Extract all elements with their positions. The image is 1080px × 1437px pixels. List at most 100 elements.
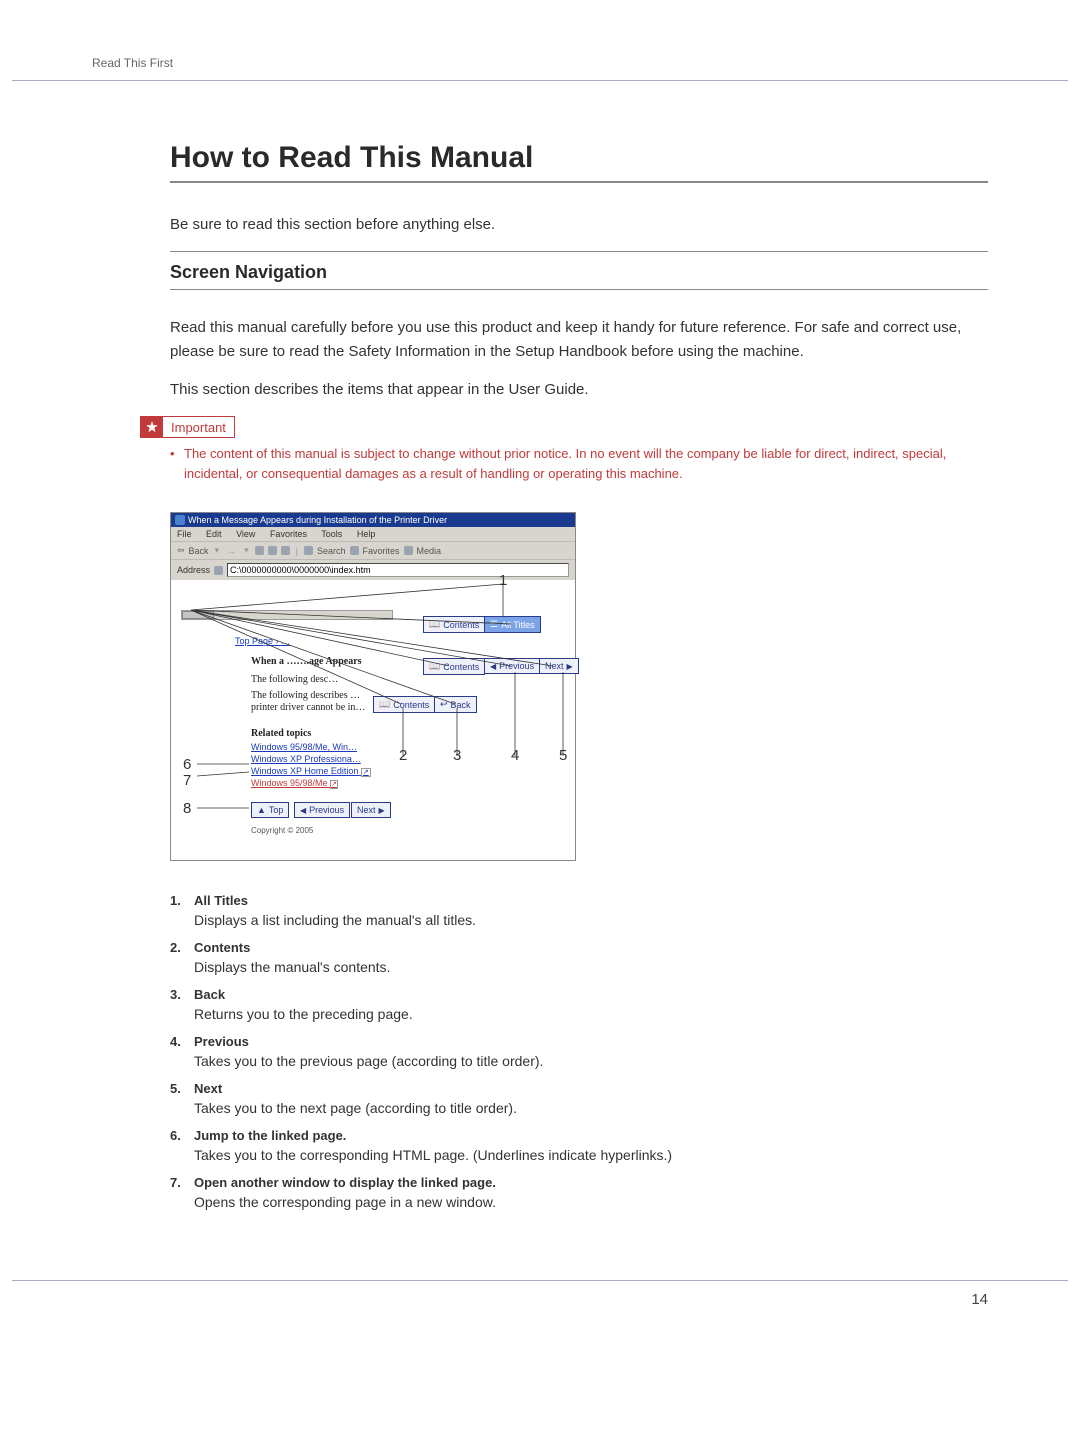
triangle-left-icon: ◀ <box>490 662 496 671</box>
contents-button-mid[interactable]: 📖 Contents <box>423 658 485 675</box>
callout-3: 3 <box>453 747 461 764</box>
desc: Takes you to the next page (according to… <box>194 1100 988 1116</box>
important-note: The content of this manual is subject to… <box>170 444 988 484</box>
triangle-right-icon: ▶ <box>379 806 385 815</box>
refresh-icon[interactable] <box>268 546 277 555</box>
favorites-icon[interactable] <box>350 546 359 555</box>
desc: Displays the manual's contents. <box>194 959 988 975</box>
doc-line-1: The following desc… <box>251 674 338 685</box>
list-item: Jump to the linked page. Takes you to th… <box>194 1128 988 1163</box>
return-icon: ↩ <box>440 699 448 710</box>
back-icon[interactable]: ⇦ <box>177 545 185 556</box>
desc: Returns you to the preceding page. <box>194 1006 988 1022</box>
link-4[interactable]: Windows 95/98/Me ↗ <box>251 778 338 788</box>
callout-7: 7 <box>183 772 191 789</box>
callout-2: 2 <box>399 747 407 764</box>
toolbar-back[interactable]: Back <box>189 546 209 556</box>
copyright: Copyright © 2005 <box>251 826 313 835</box>
alltitles-button[interactable]: ☰ All Titles <box>484 616 541 633</box>
home-icon[interactable] <box>281 546 290 555</box>
menu-file[interactable]: File <box>177 529 192 539</box>
intro-paragraph: Be sure to read this section before anyt… <box>170 213 988 237</box>
footer: 14 <box>12 1280 1068 1348</box>
subhead: Screen Navigation <box>170 254 988 289</box>
triangle-left-icon: ◀ <box>300 806 306 815</box>
media-icon[interactable] <box>404 546 413 555</box>
term: Jump to the linked page. <box>194 1128 988 1143</box>
page-title: How to Read This Manual <box>170 81 988 175</box>
desc: Takes you to the previous page (accordin… <box>194 1053 988 1069</box>
list-item: Contents Displays the manual's contents. <box>194 940 988 975</box>
paragraph-1: Read this manual carefully before you us… <box>170 316 988 364</box>
link-1[interactable]: Windows 95/98/Me, Win… <box>251 742 357 752</box>
ie-icon <box>175 515 185 525</box>
callout-5: 5 <box>559 747 567 764</box>
previous-button[interactable]: ◀ Previous <box>484 658 540 674</box>
next-button[interactable]: Next ▶ <box>539 658 579 674</box>
contents-button-top[interactable]: 📖 Contents <box>423 616 485 633</box>
doc-line-2: The following describes … <box>251 690 360 701</box>
window-title: When a Message Appears during Installati… <box>188 515 447 525</box>
term: All Titles <box>194 893 988 908</box>
book-icon: 📖 <box>429 619 440 630</box>
term: Contents <box>194 940 988 955</box>
running-head: Read This First <box>92 56 988 76</box>
important-label: Important <box>163 417 234 437</box>
stop-icon[interactable] <box>255 546 264 555</box>
toolbar: ⇦ Back ▾→▾ | Search Favorites Media <box>171 541 575 559</box>
desc: Opens the corresponding page in a new wi… <box>194 1194 988 1210</box>
related-topics: Related topics <box>251 728 311 739</box>
triangle-up-icon: ▲ <box>257 805 266 815</box>
toolbar-search[interactable]: Search <box>317 546 346 556</box>
toolbar-favorites[interactable]: Favorites <box>363 546 400 556</box>
menu-favorites[interactable]: Favorites <box>270 529 307 539</box>
desc: Takes you to the corresponding HTML page… <box>194 1147 988 1163</box>
address-label: Address <box>177 565 210 575</box>
link-3[interactable]: Windows XP Home Edition ↗ <box>251 766 371 776</box>
list-item: Next Takes you to the next page (accordi… <box>194 1081 988 1116</box>
subhead-rule-bot <box>170 289 988 290</box>
book-icon: 📖 <box>379 699 390 710</box>
triangle-right-icon: ▶ <box>567 662 573 671</box>
header-area: Read This First <box>0 0 1080 80</box>
callout-6: 6 <box>183 756 191 773</box>
menu-tools[interactable]: Tools <box>321 529 342 539</box>
next-button-bottom[interactable]: Next ▶ <box>351 802 391 818</box>
callout-4: 4 <box>511 747 519 764</box>
address-input[interactable] <box>227 563 569 577</box>
list-item: All Titles Displays a list including the… <box>194 893 988 928</box>
menu-edit[interactable]: Edit <box>206 529 222 539</box>
callout-list: All Titles Displays a list including the… <box>170 893 988 1210</box>
figure-body: Top Page › … When a …….age Appears The f… <box>171 580 575 860</box>
doc-line-3: printer driver cannot be in… <box>251 702 365 713</box>
address-bar: Address <box>171 559 575 580</box>
star-icon <box>141 417 163 437</box>
subhead-rule-top <box>170 251 988 252</box>
page-number: 14 <box>971 1291 988 1308</box>
page-icon <box>214 566 223 575</box>
contents-button-low[interactable]: 📖 Contents <box>373 696 435 713</box>
callout-1: 1 <box>499 572 507 589</box>
top-button[interactable]: ▲ Top <box>251 802 289 818</box>
back-button-low[interactable]: ↩ Back <box>434 696 477 713</box>
previous-button-bottom[interactable]: ◀ Previous <box>294 802 350 818</box>
callout-8: 8 <box>183 800 191 817</box>
scroll-thumb[interactable] <box>182 611 214 619</box>
page: Read This First How to Read This Manual … <box>0 0 1080 1348</box>
menubar: File Edit View Favorites Tools Help <box>171 527 575 541</box>
book-icon: 📖 <box>429 661 440 672</box>
content: How to Read This Manual Be sure to read … <box>0 81 1080 1262</box>
desc: Displays a list including the manual's a… <box>194 912 988 928</box>
link-2[interactable]: Windows XP Professiona… <box>251 754 361 764</box>
toolbar-media[interactable]: Media <box>417 546 442 556</box>
breadcrumb[interactable]: Top Page › … <box>235 636 290 646</box>
menu-help[interactable]: Help <box>357 529 376 539</box>
term: Open another window to display the linke… <box>194 1175 988 1190</box>
menu-view[interactable]: View <box>236 529 255 539</box>
important-badge: Important <box>140 416 235 438</box>
search-icon[interactable] <box>304 546 313 555</box>
title-rule <box>170 181 988 183</box>
doc-heading: When a …….age Appears <box>251 656 362 667</box>
screenshot-figure: When a Message Appears during Installati… <box>170 512 576 861</box>
term: Previous <box>194 1034 988 1049</box>
